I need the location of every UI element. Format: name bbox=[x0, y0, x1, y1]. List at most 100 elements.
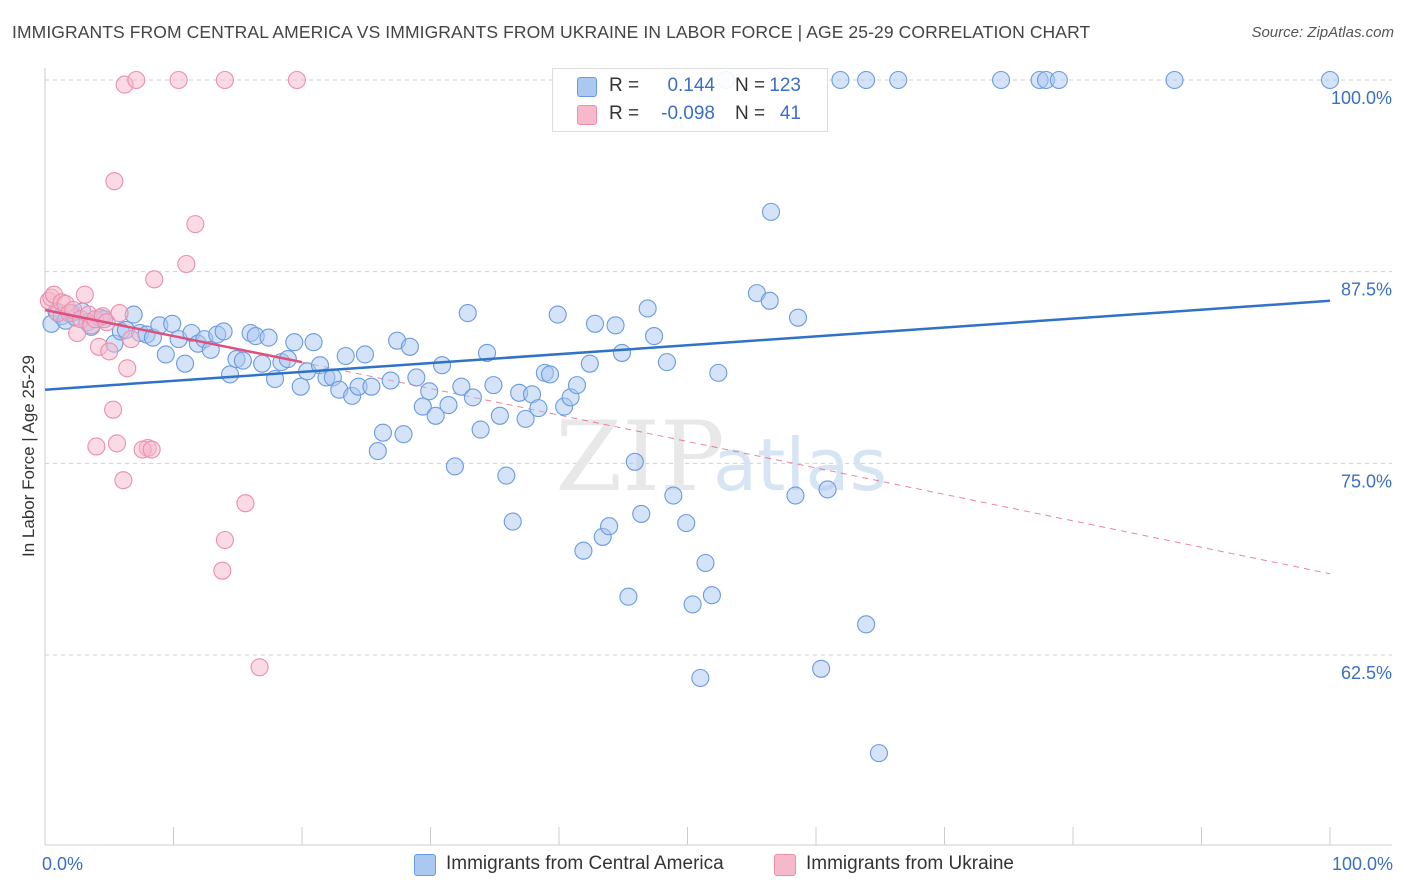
legend-n-value: 41 bbox=[779, 103, 801, 124]
data-point-ukraine bbox=[127, 70, 146, 90]
data-point-central-america bbox=[548, 305, 567, 324]
y-axis-label: In Labor Force | Age 25-29 bbox=[19, 355, 38, 557]
data-point-central-america bbox=[645, 327, 664, 346]
data-point-ukraine bbox=[104, 400, 123, 419]
data-point-central-america bbox=[285, 333, 304, 352]
watermark: ZIP atlas bbox=[555, 401, 887, 513]
legend-r-value: -0.098 bbox=[661, 103, 715, 124]
data-point-central-america bbox=[625, 452, 644, 471]
data-point-central-america bbox=[696, 553, 715, 573]
legend-swatch-blue bbox=[414, 854, 436, 876]
legend-stats-row-ukraine: R = -0.098 N = 41 bbox=[553, 100, 827, 128]
data-point-central-america bbox=[889, 70, 908, 90]
data-point-central-america bbox=[606, 316, 625, 335]
y-tick-label: 62.5% bbox=[1341, 663, 1392, 683]
data-point-central-america bbox=[664, 486, 683, 505]
data-point-central-america bbox=[368, 442, 387, 461]
data-point-central-america bbox=[600, 517, 619, 536]
data-point-ukraine bbox=[118, 359, 137, 378]
legend-n-label: N = bbox=[735, 75, 766, 96]
data-point-ukraine bbox=[287, 70, 306, 90]
data-point-central-america bbox=[259, 328, 278, 347]
data-point-central-america bbox=[214, 322, 233, 341]
data-point-ukraine bbox=[75, 285, 94, 304]
data-point-central-america bbox=[163, 314, 182, 333]
data-point-central-america bbox=[638, 299, 657, 318]
data-point-central-america bbox=[1320, 70, 1340, 90]
trend-lines bbox=[301, 361, 1331, 575]
axes bbox=[44, 68, 1392, 846]
data-point-central-america bbox=[818, 480, 837, 499]
data-point-central-america bbox=[426, 406, 445, 425]
data-point-central-america bbox=[831, 70, 850, 90]
chart-title: IMMIGRANTS FROM CENTRAL AMERICA VS IMMIG… bbox=[12, 22, 1091, 42]
data-point-central-america bbox=[373, 423, 393, 442]
data-point-ukraine bbox=[122, 330, 141, 349]
trend-line-ukraine bbox=[44, 308, 303, 364]
data-point-central-america bbox=[869, 744, 889, 763]
data-point-central-america bbox=[760, 291, 779, 310]
legend-swatch-pink bbox=[774, 854, 796, 876]
data-point-ukraine bbox=[177, 254, 196, 274]
data-point-central-america bbox=[567, 376, 587, 395]
legend-r-label: R = bbox=[609, 103, 640, 124]
data-point-central-america bbox=[463, 388, 482, 407]
data-point-central-america bbox=[253, 354, 272, 373]
data-point-central-america bbox=[400, 337, 419, 356]
data-point-ukraine bbox=[110, 304, 129, 323]
legend-n-value: 123 bbox=[769, 75, 801, 96]
data-point-central-america bbox=[1049, 70, 1068, 90]
data-point-ukraine bbox=[213, 561, 232, 580]
legend-label: Immigrants from Ukraine bbox=[806, 853, 1014, 874]
data-point-central-america bbox=[857, 615, 876, 634]
legend-swatch-pink bbox=[577, 105, 597, 125]
data-point-central-america bbox=[991, 70, 1011, 90]
data-point-central-america bbox=[857, 70, 876, 90]
data-point-central-america bbox=[503, 512, 522, 531]
data-point-ukraine bbox=[87, 437, 106, 456]
data-point-central-america bbox=[786, 486, 805, 505]
legend-stats-row-central-america: R = 0.144 N = 123 bbox=[553, 72, 827, 100]
y-tick-label: 100.0% bbox=[1331, 88, 1392, 108]
data-point-central-america bbox=[291, 377, 310, 396]
data-point-central-america bbox=[445, 457, 464, 476]
data-point-central-america bbox=[477, 343, 497, 362]
data-point-ukraine bbox=[100, 342, 119, 361]
data-point-central-america bbox=[612, 343, 632, 362]
data-point-central-america bbox=[484, 376, 503, 395]
data-point-central-america bbox=[413, 397, 432, 416]
data-point-central-america bbox=[156, 345, 175, 364]
data-point-central-america bbox=[585, 314, 605, 333]
data-point-central-america bbox=[394, 425, 413, 444]
data-point-central-america bbox=[1165, 70, 1184, 90]
data-point-central-america bbox=[452, 377, 471, 396]
data-point-central-america bbox=[471, 420, 490, 439]
data-point-central-america bbox=[516, 409, 535, 428]
data-point-central-america bbox=[574, 541, 593, 560]
data-point-central-america bbox=[683, 595, 702, 614]
data-point-central-america bbox=[677, 514, 696, 533]
axis-labels: 100.0% 87.5% 75.0% 62.5% 0.0% 100.0% In Labor … bbox=[19, 88, 1393, 874]
data-point-central-america bbox=[381, 371, 400, 390]
data-point-central-america bbox=[233, 351, 252, 370]
data-point-central-america bbox=[176, 354, 195, 373]
x-tick-label: 0.0% bbox=[42, 854, 83, 874]
data-point-central-america bbox=[691, 668, 710, 688]
legend-r-label: R = bbox=[609, 75, 640, 96]
legend-label: Immigrants from Central America bbox=[446, 853, 724, 874]
data-point-ukraine bbox=[114, 471, 133, 490]
data-point-ukraine bbox=[215, 530, 234, 550]
data-point-central-america bbox=[702, 586, 721, 605]
legend-n-label: N = bbox=[735, 103, 766, 124]
data-point-central-america bbox=[580, 354, 599, 373]
legend-stats: R = 0.144 N = 123 R = -0.098 N = 41 bbox=[552, 68, 828, 132]
data-point-central-america bbox=[355, 345, 375, 364]
source-label: Source: ZipAtlas.com bbox=[1251, 24, 1394, 41]
data-point-central-america bbox=[812, 659, 831, 678]
data-point-central-america bbox=[220, 365, 240, 384]
data-point-ukraine bbox=[186, 215, 205, 234]
data-point-central-america bbox=[304, 333, 323, 352]
trend-line-central-america bbox=[44, 299, 1331, 391]
data-point-ukraine bbox=[142, 440, 161, 459]
data-point-ukraine bbox=[107, 434, 127, 453]
